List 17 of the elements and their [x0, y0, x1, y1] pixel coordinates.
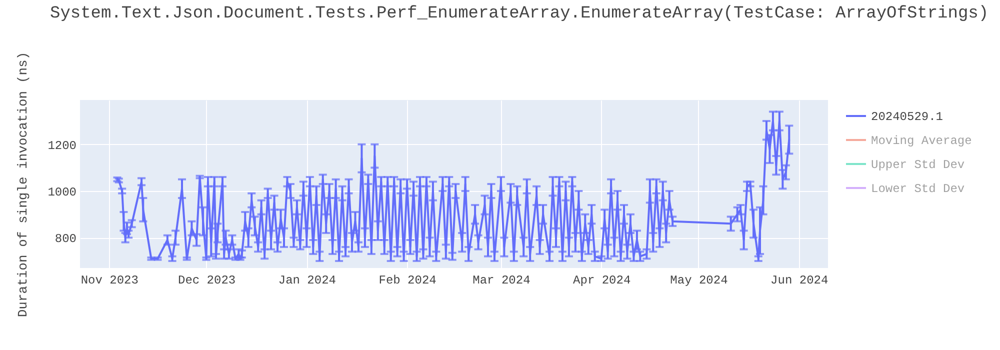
- x-tick-label: Apr 2024: [573, 274, 631, 288]
- y-tick-label: 1200: [48, 138, 76, 153]
- x-tick-label: Dec 2023: [178, 274, 236, 288]
- y-axis-title: Duration of single invocation (ns): [16, 52, 31, 318]
- x-tick-label: Mar 2024: [472, 274, 530, 288]
- legend-label: 20240529.1: [871, 110, 944, 124]
- x-tick-label: Feb 2024: [378, 274, 436, 288]
- x-tick-label: Nov 2023: [80, 274, 138, 288]
- chart-title: System.Text.Json.Document.Tests.Perf_EnumerateArray.EnumerateArray(TestCase: ArrayOfStrings): [50, 4, 989, 24]
- x-tick-label: Jan 2024: [278, 274, 336, 288]
- legend-label: Lower Std Dev: [871, 182, 965, 196]
- y-tick-label: 800: [54, 232, 76, 246]
- y-tick-label: 1000: [48, 186, 76, 200]
- x-tick-label: Jun 2024: [770, 274, 828, 288]
- legend-label: Upper Std Dev: [871, 158, 965, 172]
- x-tick-label: May 2024: [670, 274, 728, 288]
- legend-label: Moving Average: [871, 134, 972, 148]
